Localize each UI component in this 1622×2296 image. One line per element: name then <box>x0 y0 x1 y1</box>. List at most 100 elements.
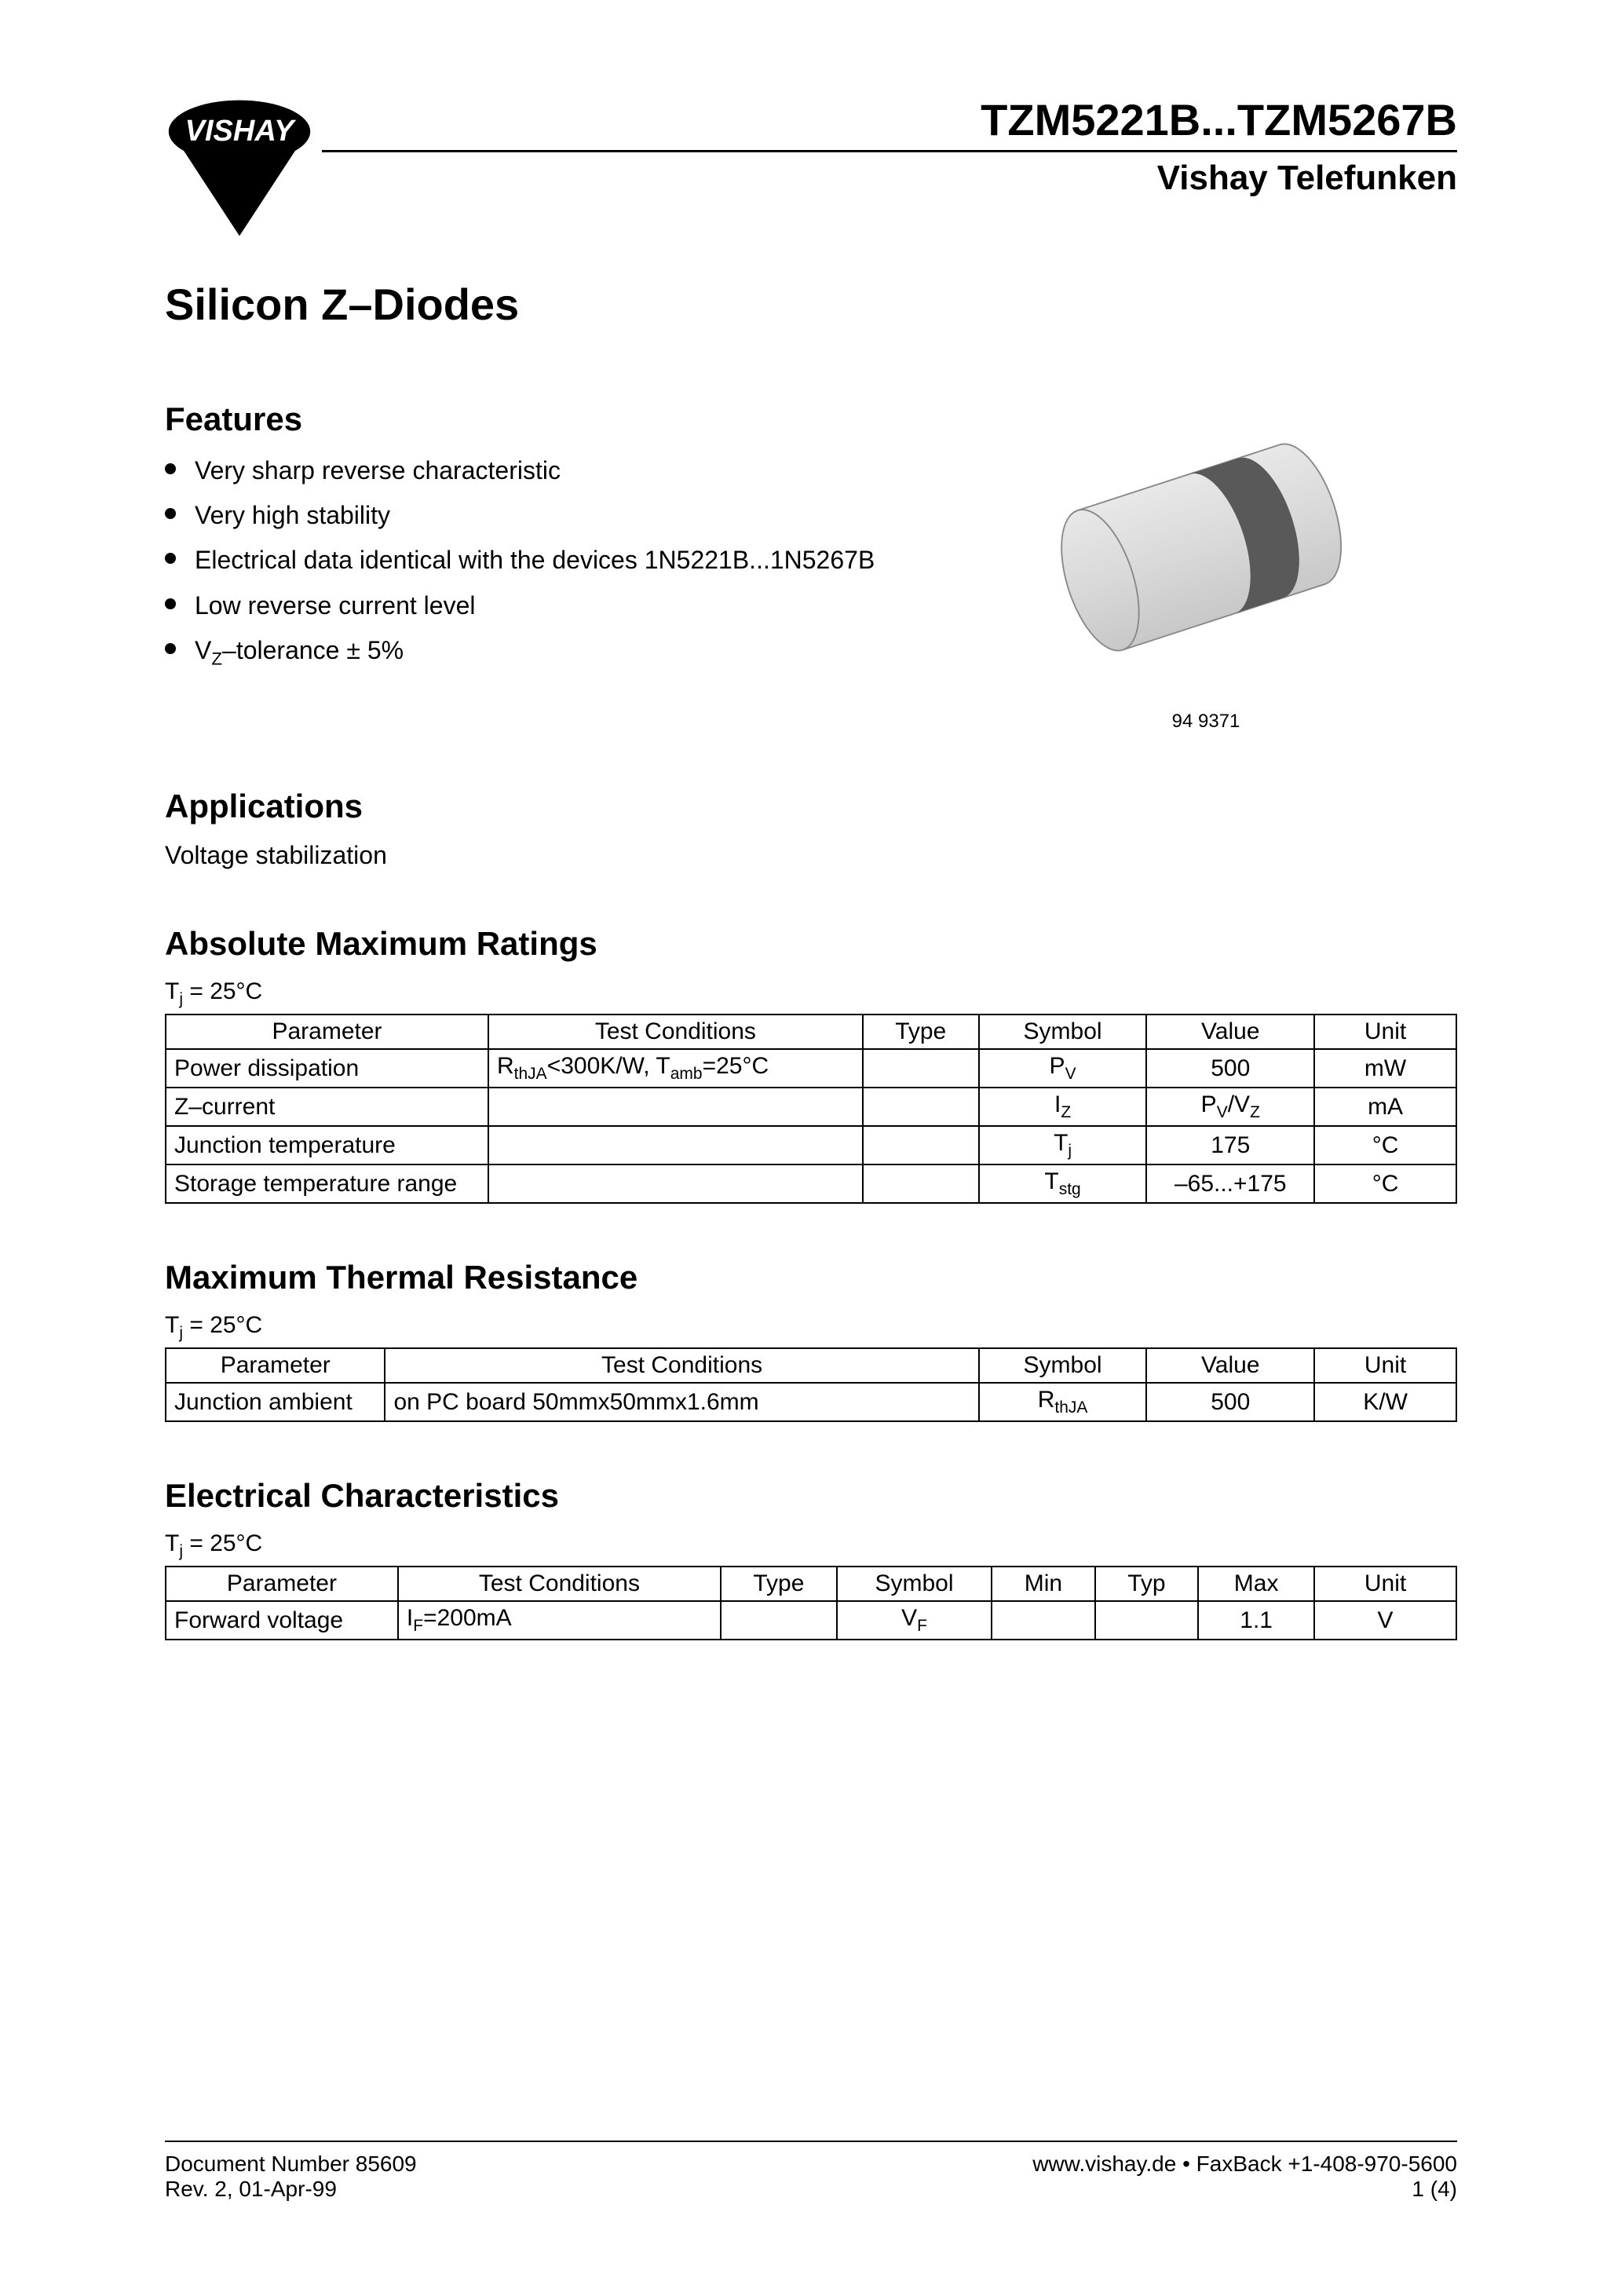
cell: V <box>1314 1601 1456 1640</box>
col-header: Type <box>721 1567 837 1601</box>
mtr-heading: Maximum Thermal Resistance <box>165 1259 1457 1296</box>
left-column: Features Very sharp reverse characterist… <box>165 400 923 733</box>
mtr-section: Maximum Thermal Resistance Tj = 25°C Par… <box>165 1259 1457 1422</box>
cell: mA <box>1314 1088 1456 1126</box>
col-header: Test Conditions <box>385 1348 978 1383</box>
col-header: Parameter <box>166 1348 385 1383</box>
applications-section: Applications Voltage stabilization <box>165 788 1457 870</box>
table-row: Junction ambient on PC board 50mmx50mmx1… <box>166 1383 1456 1421</box>
footer: Document Number 85609 Rev. 2, 01-Apr-99 … <box>165 2141 1457 2202</box>
col-header: Test Conditions <box>488 1015 863 1049</box>
elec-table: Parameter Test Conditions Type Symbol Mi… <box>165 1566 1457 1640</box>
cell: 1.1 <box>1198 1601 1314 1640</box>
col-header: Type <box>863 1015 979 1049</box>
feature-item: Very high stability <box>165 499 923 532</box>
table-row: Parameter Test Conditions Type Symbol Va… <box>166 1015 1456 1049</box>
features-heading: Features <box>165 400 923 438</box>
cell: Power dissipation <box>166 1049 488 1088</box>
cell <box>488 1164 863 1203</box>
col-header: Unit <box>1314 1567 1456 1601</box>
amr-section: Absolute Maximum Ratings Tj = 25°C Param… <box>165 925 1457 1204</box>
header-right: TZM5221B...TZM5267B Vishay Telefunken <box>322 94 1457 198</box>
cell: Tj <box>979 1126 1147 1164</box>
cell: Storage temperature range <box>166 1164 488 1203</box>
cell <box>863 1088 979 1126</box>
amr-heading: Absolute Maximum Ratings <box>165 925 1457 963</box>
table-row: Junction temperature Tj 175 °C <box>166 1126 1456 1164</box>
feature-item: Low reverse current level <box>165 589 923 623</box>
cell: Tstg <box>979 1164 1147 1203</box>
cell: mW <box>1314 1049 1456 1088</box>
cell: Junction ambient <box>166 1383 385 1421</box>
cell: PV <box>979 1049 1147 1088</box>
col-header: Parameter <box>166 1567 398 1601</box>
cell: RthJA<300K/W, Tamb=25°C <box>488 1049 863 1088</box>
cell: on PC board 50mmx50mmx1.6mm <box>385 1383 978 1421</box>
feature-item: Electrical data identical with the devic… <box>165 543 923 577</box>
table-row: Parameter Test Conditions Symbol Value U… <box>166 1348 1456 1383</box>
col-header: Parameter <box>166 1015 488 1049</box>
cell: RthJA <box>979 1383 1147 1421</box>
col-header: Min <box>992 1567 1095 1601</box>
elec-note: Tj = 25°C <box>165 1530 1457 1561</box>
feature-item: VZ–tolerance ± 5% <box>165 634 923 671</box>
cell: °C <box>1314 1164 1456 1203</box>
cell: IF=200mA <box>398 1601 721 1640</box>
content-columns: Features Very sharp reverse characterist… <box>165 400 1457 733</box>
doc-number: Document Number 85609 <box>165 2152 417 2177</box>
mtr-note: Tj = 25°C <box>165 1312 1457 1343</box>
cell: Junction temperature <box>166 1126 488 1164</box>
image-caption: 94 9371 <box>955 711 1457 733</box>
brand-name: Vishay Telefunken <box>322 159 1457 198</box>
cell <box>863 1164 979 1203</box>
page-number: 1 (4) <box>1032 2177 1457 2202</box>
feature-item: Very sharp reverse characteristic <box>165 454 923 488</box>
col-header: Symbol <box>837 1567 992 1601</box>
cell <box>721 1601 837 1640</box>
part-number-title: TZM5221B...TZM5267B <box>322 94 1457 152</box>
cell: °C <box>1314 1126 1456 1164</box>
elec-heading: Electrical Characteristics <box>165 1477 1457 1515</box>
cell: 175 <box>1146 1126 1314 1164</box>
cell: –65...+175 <box>1146 1164 1314 1203</box>
cell: PV/VZ <box>1146 1088 1314 1126</box>
cell: IZ <box>979 1088 1147 1126</box>
cell <box>863 1126 979 1164</box>
cell <box>488 1126 863 1164</box>
cell <box>1095 1601 1199 1640</box>
mtr-table: Parameter Test Conditions Symbol Value U… <box>165 1347 1457 1422</box>
col-header: Value <box>1146 1348 1314 1383</box>
cell <box>863 1049 979 1088</box>
col-header: Typ <box>1095 1567 1199 1601</box>
table-row: Parameter Test Conditions Type Symbol Mi… <box>166 1567 1456 1601</box>
footer-left: Document Number 85609 Rev. 2, 01-Apr-99 <box>165 2152 417 2202</box>
cell: Forward voltage <box>166 1601 398 1640</box>
applications-heading: Applications <box>165 788 1457 825</box>
footer-right: www.vishay.de • FaxBack +1-408-970-5600 … <box>1032 2152 1457 2202</box>
col-header: Symbol <box>979 1015 1147 1049</box>
main-title: Silicon Z–Diodes <box>165 279 1457 330</box>
website: www.vishay.de • FaxBack +1-408-970-5600 <box>1032 2152 1457 2177</box>
table-row: Z–current IZ PV/VZ mA <box>166 1088 1456 1126</box>
cell: VF <box>837 1601 992 1640</box>
amr-table: Parameter Test Conditions Type Symbol Va… <box>165 1014 1457 1204</box>
cell <box>488 1088 863 1126</box>
col-header: Unit <box>1314 1348 1456 1383</box>
col-header: Max <box>1198 1567 1314 1601</box>
features-list: Very sharp reverse characteristic Very h… <box>165 454 923 671</box>
diode-image <box>986 400 1426 699</box>
col-header: Value <box>1146 1015 1314 1049</box>
revision: Rev. 2, 01-Apr-99 <box>165 2177 417 2202</box>
header: VISHAY TZM5221B...TZM5267B Vishay Telefu… <box>165 94 1457 247</box>
cell: 500 <box>1146 1049 1314 1088</box>
vishay-logo: VISHAY <box>165 94 322 247</box>
logo-text: VISHAY <box>185 115 297 148</box>
cell: 500 <box>1146 1383 1314 1421</box>
cell: Z–current <box>166 1088 488 1126</box>
table-row: Power dissipation RthJA<300K/W, Tamb=25°… <box>166 1049 1456 1088</box>
col-header: Unit <box>1314 1015 1456 1049</box>
elec-section: Electrical Characteristics Tj = 25°C Par… <box>165 1477 1457 1640</box>
cell: K/W <box>1314 1383 1456 1421</box>
amr-note: Tj = 25°C <box>165 978 1457 1009</box>
right-column: 94 9371 <box>955 400 1457 733</box>
